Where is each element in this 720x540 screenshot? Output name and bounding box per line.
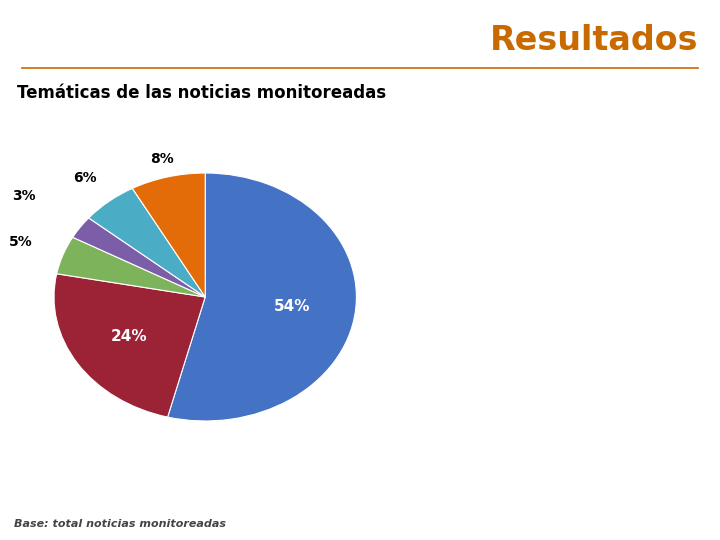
Text: Resultados: Resultados [490, 24, 698, 57]
Text: 6%: 6% [73, 171, 96, 185]
Text: 24%: 24% [110, 329, 147, 345]
Wedge shape [132, 173, 205, 297]
Wedge shape [54, 274, 205, 417]
Wedge shape [57, 237, 205, 297]
Wedge shape [73, 218, 205, 297]
Text: Base: total noticias monitoreadas: Base: total noticias monitoreadas [14, 519, 226, 529]
Text: 5%: 5% [9, 235, 32, 249]
Text: 3%: 3% [12, 189, 36, 203]
Wedge shape [168, 173, 356, 421]
Text: 8%: 8% [150, 152, 174, 166]
Wedge shape [89, 188, 205, 297]
Text: 54%: 54% [274, 299, 310, 314]
Text: Temáticas de las noticias monitoreadas: Temáticas de las noticias monitoreadas [17, 84, 386, 102]
